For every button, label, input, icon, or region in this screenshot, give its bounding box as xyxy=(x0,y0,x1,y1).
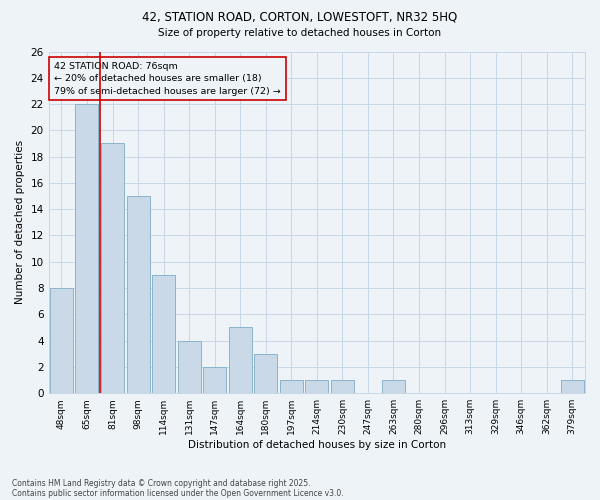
Y-axis label: Number of detached properties: Number of detached properties xyxy=(15,140,25,304)
X-axis label: Distribution of detached houses by size in Corton: Distribution of detached houses by size … xyxy=(188,440,446,450)
Bar xyxy=(127,196,149,393)
Text: 42, STATION ROAD, CORTON, LOWESTOFT, NR32 5HQ: 42, STATION ROAD, CORTON, LOWESTOFT, NR3… xyxy=(142,10,458,23)
Text: Size of property relative to detached houses in Corton: Size of property relative to detached ho… xyxy=(158,28,442,38)
Bar xyxy=(280,380,303,393)
Bar xyxy=(76,104,98,393)
Bar xyxy=(152,275,175,393)
Text: Contains HM Land Registry data © Crown copyright and database right 2025.: Contains HM Land Registry data © Crown c… xyxy=(12,478,311,488)
Bar xyxy=(305,380,328,393)
Bar xyxy=(101,144,124,393)
Bar xyxy=(50,288,73,393)
Bar xyxy=(178,340,200,393)
Bar xyxy=(229,328,252,393)
Bar xyxy=(382,380,405,393)
Bar xyxy=(203,367,226,393)
Bar xyxy=(254,354,277,393)
Text: 42 STATION ROAD: 76sqm
← 20% of detached houses are smaller (18)
79% of semi-det: 42 STATION ROAD: 76sqm ← 20% of detached… xyxy=(54,62,281,96)
Text: Contains public sector information licensed under the Open Government Licence v3: Contains public sector information licen… xyxy=(12,488,344,498)
Bar xyxy=(331,380,354,393)
Bar xyxy=(561,380,584,393)
